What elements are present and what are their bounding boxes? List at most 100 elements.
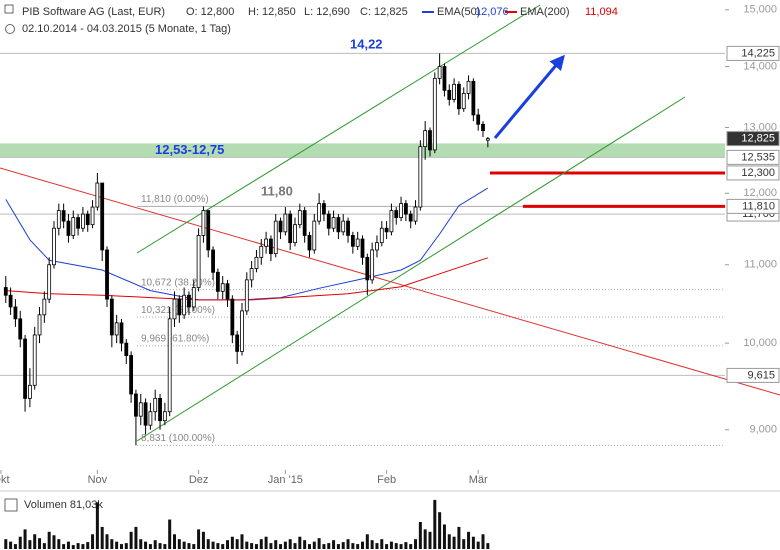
candle-body [471,80,476,116]
icon [5,24,15,34]
price-label: 14,225 [741,47,775,59]
candle-body [428,130,432,151]
volume-bar [399,544,403,549]
candle-body [350,235,355,247]
candle-body [403,203,408,215]
volume-bar [235,539,239,549]
candle-body [379,227,384,244]
candle-body [418,146,423,208]
candle-body [76,217,80,229]
volume-bar [230,536,234,549]
volume-bar [23,529,27,549]
volume-bar [62,544,66,549]
volume-bar [361,541,364,549]
candle-body [476,114,481,125]
candle-body [172,298,177,320]
volume-bar [486,543,490,549]
volume-bar [4,539,8,549]
candle-body [322,203,326,215]
volume-bar [481,534,485,549]
candle-body [389,210,394,233]
volume-bar [201,531,205,549]
x-tick-label: Jan '15 [268,474,303,486]
volume-bar [307,544,311,549]
candle-body [124,342,129,356]
candle-body [457,83,461,110]
volume-bar [119,544,123,549]
candle-body [355,238,360,247]
volume-bar [33,534,37,549]
volume-bar [327,543,331,549]
candle-body [360,238,365,258]
candle-body [61,210,66,222]
y-tick-label: 10,000 [743,337,777,349]
candle-body [215,271,220,292]
candle-body [244,279,249,312]
volume-bar [375,543,379,549]
x-tick-label: Feb [377,474,396,486]
volume-bar [351,543,355,549]
candle-body [230,298,235,336]
volume-bar [182,541,186,549]
candle-body [187,294,191,308]
candle-body [148,411,153,426]
candle-body [336,217,341,233]
candle-body [32,334,37,386]
ema-line [5,257,488,301]
volume-bar [177,539,181,549]
candle-body [302,210,307,236]
candle-body [375,242,379,251]
volume-bar [28,540,32,549]
volume-title: Volumen 81,03k [24,499,103,511]
volume-bar [380,539,384,549]
volume-bar [389,541,393,549]
volume-bar [423,529,427,549]
candle-body [293,224,297,244]
volume-bar [317,538,321,549]
volume-bar [115,541,119,549]
volume-bar [467,531,471,549]
volume-bar [221,544,225,549]
volume-bar [197,529,201,549]
volume-bar [365,534,369,549]
volume-bar [404,542,408,549]
zone-label: 12,53-12,75 [155,142,224,157]
volume-bar [245,541,249,549]
volume-bar [173,534,177,549]
x-tick-label: Dez [189,474,209,486]
candle-body [442,66,447,91]
x-tick-label: Mär [469,474,488,486]
volume-bar [336,544,340,549]
price-box [726,149,780,165]
volume-bar [13,544,17,549]
candle-body [447,89,452,100]
candle-body [264,238,268,247]
legend-value: 11,094 [585,6,618,18]
candle-body [90,206,95,226]
candle-body [432,77,437,151]
candle-body [167,318,172,413]
candle-body [240,310,244,352]
y-tick-label: 15,000 [743,4,777,16]
quote: L: 12,690 [304,6,350,18]
candle-body [254,256,259,269]
volume-bar [163,544,167,549]
candle-body [105,249,109,300]
candle-body [119,322,124,344]
candle-body [100,182,105,251]
candle-body [297,210,302,226]
candle-body [408,213,413,222]
quote: H: 12,850 [248,6,296,18]
candle-body [283,213,288,233]
volume-bar [139,539,143,549]
icon [4,4,14,14]
fib-label: 11,810 (0.00%) [141,194,209,205]
volume-bar [9,541,13,549]
candle-body [134,393,138,417]
volume-bar [206,539,210,549]
candle-body [461,92,466,110]
annotation: 14,22 [350,36,383,51]
price-box [726,45,780,61]
volume-bar [38,538,42,549]
